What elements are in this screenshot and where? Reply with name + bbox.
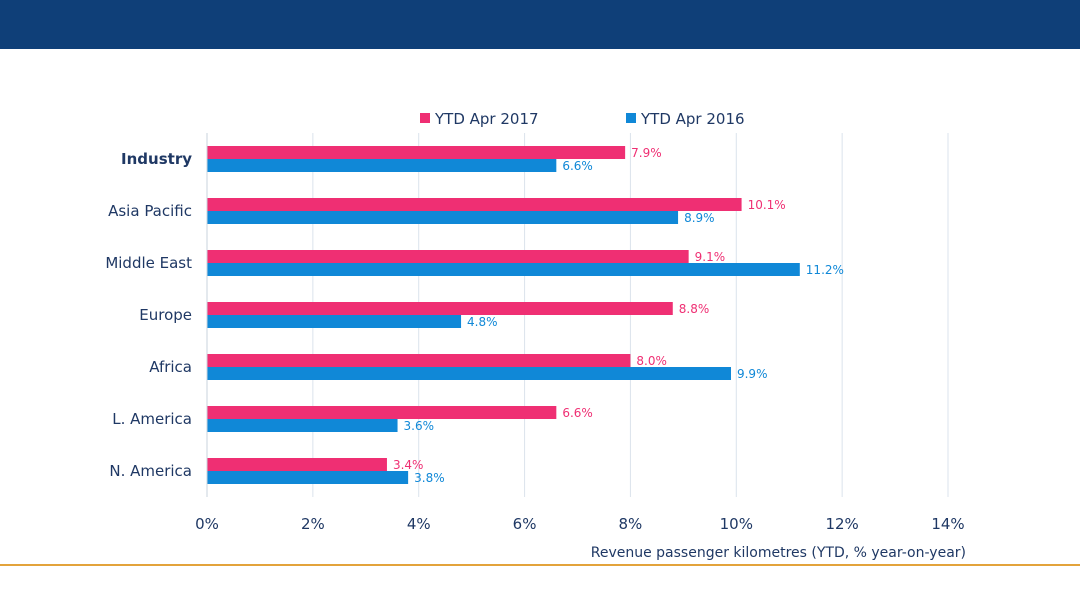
bar-europe-ytd-apr-2017 [207, 302, 673, 315]
bar-industry-ytd-apr-2017 [207, 146, 626, 159]
value-label-europe-ytd-apr-2016: 4.8% [467, 315, 498, 329]
x-tick-labels: 0% 2% 4% 6% 8% 10% 12% 14% [195, 515, 965, 533]
legend-label-ytd-apr-2017: YTD Apr 2017 [434, 110, 539, 128]
bar-l-america-ytd-apr-2016 [207, 419, 398, 432]
category-label-europe: Europe [139, 306, 192, 324]
bar-n-america-ytd-apr-2017 [207, 458, 387, 471]
value-label-africa-ytd-apr-2017: 8.0% [636, 354, 667, 368]
header-bar [0, 0, 1080, 49]
category-label-industry: Industry [121, 150, 192, 168]
legend-swatch-ytd-apr-2016 [626, 113, 636, 123]
value-label-n-america-ytd-apr-2016: 3.8% [414, 471, 445, 485]
bar-industry-ytd-apr-2016 [207, 159, 557, 172]
value-label-middle-east-ytd-apr-2016: 11.2% [806, 263, 844, 277]
value-label-asia-pacific-ytd-apr-2016: 8.9% [684, 211, 715, 225]
x-tick-label: 4% [407, 515, 431, 533]
category-label-n-america: N. America [109, 462, 192, 480]
category-label-l-america: L. America [112, 410, 192, 428]
category-label-middle-east: Middle East [105, 254, 192, 272]
category-label-asia-pacific: Asia Pacific [108, 202, 192, 220]
bar-europe-ytd-apr-2016 [207, 315, 462, 328]
bar-middle-east-ytd-apr-2017 [207, 250, 689, 263]
value-label-europe-ytd-apr-2017: 8.8% [679, 302, 710, 316]
legend-swatch-ytd-apr-2017 [420, 113, 430, 123]
x-tick-label: 8% [619, 515, 643, 533]
bar-middle-east-ytd-apr-2016 [207, 263, 800, 276]
footer-rule [0, 564, 1080, 566]
x-tick-label: 12% [825, 515, 858, 533]
value-label-industry-ytd-apr-2017: 7.9% [631, 146, 662, 160]
x-tick-label: 10% [720, 515, 753, 533]
category-labels: Industry Asia Pacific Middle East Europe Afr… [105, 150, 192, 480]
x-tick-label: 14% [931, 515, 964, 533]
x-axis-title: Revenue passenger kilometres (YTD, % yea… [591, 545, 966, 561]
value-label-industry-ytd-apr-2016: 6.6% [562, 159, 593, 173]
category-label-africa: Africa [149, 358, 192, 376]
x-tick-label: 0% [195, 515, 219, 533]
value-label-africa-ytd-apr-2016: 9.9% [737, 367, 768, 381]
x-tick-label: 2% [301, 515, 325, 533]
value-label-l-america-ytd-apr-2016: 3.6% [404, 419, 435, 433]
value-label-n-america-ytd-apr-2017: 3.4% [393, 458, 424, 472]
bar-africa-ytd-apr-2016 [207, 367, 731, 380]
x-tick-label: 6% [513, 515, 537, 533]
bars: 7.9% 6.6% 10.1% 8.9% 9.1% 11.2% 8.8% 4.8% 8.0% 9.… [207, 146, 844, 485]
value-label-middle-east-ytd-apr-2017: 9.1% [695, 250, 726, 264]
bar-asia-pacific-ytd-apr-2016 [207, 211, 679, 224]
bar-asia-pacific-ytd-apr-2017 [207, 198, 742, 211]
bar-l-america-ytd-apr-2017 [207, 406, 557, 419]
value-label-asia-pacific-ytd-apr-2017: 10.1% [748, 198, 786, 212]
legend-label-ytd-apr-2016: YTD Apr 2016 [640, 110, 745, 128]
value-label-l-america-ytd-apr-2017: 6.6% [562, 406, 593, 420]
bar-africa-ytd-apr-2017 [207, 354, 631, 367]
bar-n-america-ytd-apr-2016 [207, 471, 409, 484]
legend: YTD Apr 2017 YTD Apr 2016 [420, 110, 745, 128]
